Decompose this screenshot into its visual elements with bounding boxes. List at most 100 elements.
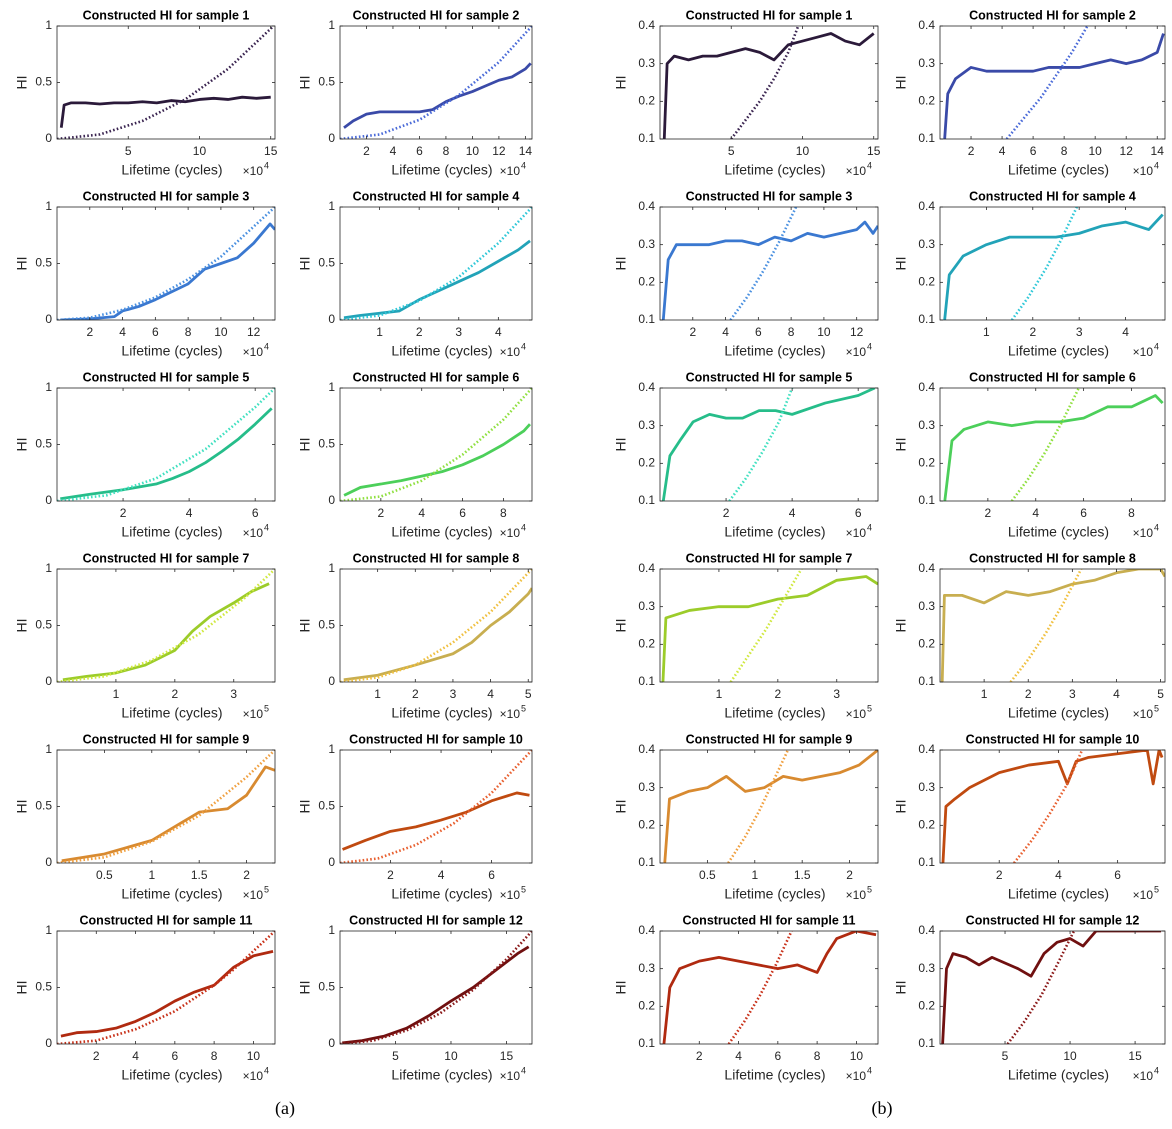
x-tick-label: 6 (1030, 144, 1037, 158)
plot-area (940, 569, 1165, 682)
y-tick-label: 1 (45, 923, 52, 937)
y-tick-label: 1 (45, 380, 52, 394)
x-multiplier-exponent: 4 (264, 341, 269, 351)
axes-frame (659, 25, 879, 140)
hi-line (943, 394, 1164, 501)
trend-line (57, 388, 275, 501)
y-tick-label: 0.3 (918, 56, 935, 70)
plot-area (340, 931, 532, 1044)
x-multiplier: ×10 (500, 707, 521, 721)
x-multiplier: ×10 (243, 164, 264, 178)
subplot: 2 4 6 8 0 0.5 1 Constructed HI for sample 6 Life… (297, 370, 533, 540)
y-axis-label: HI (14, 257, 30, 271)
y-tick-label: 0.5 (318, 256, 335, 270)
x-tick-label: 4 (1032, 506, 1039, 520)
x-tick-label: 6 (774, 1049, 781, 1063)
x-tick-label: 6 (252, 506, 259, 520)
axes-frame (939, 749, 1166, 864)
x-multiplier: ×10 (243, 1069, 264, 1083)
y-axis-label: HI (613, 76, 629, 90)
y-tick-label: 1 (328, 380, 335, 394)
x-multiplier-exponent: 5 (867, 884, 872, 894)
y-tick-label: 0.5 (318, 799, 335, 813)
y-tick-label: 0.2 (638, 94, 655, 108)
x-axis-label: Lifetime (cycles) (391, 705, 492, 721)
x-axis-label: Lifetime (cycles) (121, 343, 222, 359)
chart-title: Constructed HI for sample 7 (83, 551, 250, 565)
x-tick-label: 2 (1025, 687, 1032, 701)
hi-line (662, 32, 875, 139)
hi-line (943, 33, 1165, 139)
y-tick-label: 0.4 (638, 380, 655, 394)
x-axis-label: Lifetime (cycles) (724, 1067, 825, 1083)
hi-line (941, 931, 1162, 1044)
y-axis-label: HI (14, 76, 30, 90)
x-tick-label: 3 (230, 687, 237, 701)
y-axis-label: HI (14, 438, 30, 452)
x-multiplier-exponent: 5 (1154, 884, 1159, 894)
x-tick-label: 2 (243, 868, 250, 882)
hi-line (60, 407, 273, 501)
x-multiplier: ×10 (1133, 1069, 1154, 1083)
x-axis-label: Lifetime (cycles) (724, 705, 825, 721)
hi-line (61, 765, 275, 863)
y-tick-label: 0 (45, 493, 52, 507)
subplot: 2 4 6 8 10 0.1 0.2 0.3 0.4 Constructed HI for sam… (613, 913, 879, 1083)
hi-line (661, 575, 878, 682)
x-multiplier: ×10 (500, 526, 521, 540)
subplot: 5 10 15 0.1 0.2 0.3 0.4 Constructed HI for samp… (893, 913, 1166, 1083)
trend-line (57, 931, 275, 1044)
axes-frame (659, 930, 879, 1045)
x-tick-label: 0.5 (699, 868, 716, 882)
subplot: 2 4 6 8 10 0 0.5 1 Constructed HI for sample 11 L… (14, 913, 276, 1083)
x-multiplier-exponent: 4 (1154, 160, 1159, 170)
y-axis-label: HI (893, 619, 909, 633)
y-tick-label: 0.1 (638, 312, 655, 326)
y-tick-label: 0.4 (918, 561, 935, 575)
x-axis-label: Lifetime (cycles) (1008, 705, 1109, 721)
x-tick-label: 6 (459, 506, 466, 520)
trend-line (727, 931, 793, 1044)
subplot: 0.5 1 1.5 2 0 0.5 1 Constructed HI for sample 9… (14, 732, 276, 902)
x-multiplier: ×10 (846, 345, 867, 359)
y-axis-label: HI (613, 619, 629, 633)
y-tick-label: 0 (45, 855, 52, 869)
x-tick-label: 4 (722, 325, 729, 339)
hi-line (662, 931, 877, 1044)
x-axis-label: Lifetime (cycles) (1008, 343, 1109, 359)
x-axis-label: Lifetime (cycles) (391, 524, 492, 540)
x-tick-label: 1 (716, 687, 723, 701)
y-tick-label: 1 (45, 18, 52, 32)
x-tick-label: 2 (985, 506, 992, 520)
axes-frame (659, 206, 879, 321)
caption: (b) (872, 1098, 893, 1119)
subplot: 2 4 6 0 0.5 1 Constructed HI for sample 10 Life… (297, 732, 533, 902)
x-multiplier-exponent: 4 (1154, 522, 1159, 532)
x-tick-label: 4 (735, 1049, 742, 1063)
y-tick-label: 0.2 (638, 456, 655, 470)
axes-frame (659, 749, 879, 864)
x-tick-label: 10 (214, 325, 228, 339)
x-multiplier: ×10 (846, 888, 867, 902)
x-tick-label: 5 (728, 144, 735, 158)
x-multiplier: ×10 (243, 707, 264, 721)
chart-title: Constructed HI for sample 10 (349, 732, 523, 746)
plot-area (940, 207, 1165, 320)
x-tick-label: 2 (723, 506, 730, 520)
x-axis-label: Lifetime (cycles) (1008, 886, 1109, 902)
y-tick-label: 0.4 (918, 742, 935, 756)
x-multiplier: ×10 (846, 1069, 867, 1083)
x-multiplier: ×10 (1133, 345, 1154, 359)
y-tick-label: 0.4 (638, 561, 655, 575)
x-tick-label: 2 (363, 144, 370, 158)
x-multiplier-exponent: 5 (521, 703, 526, 713)
y-axis-label: HI (14, 800, 30, 814)
hi-line (60, 222, 275, 320)
y-tick-label: 1 (328, 923, 335, 937)
y-tick-label: 0.3 (918, 780, 935, 794)
x-tick-label: 4 (186, 506, 193, 520)
chart-title: Constructed HI for sample 6 (969, 370, 1136, 384)
y-tick-label: 0.4 (918, 380, 935, 394)
plot-area (660, 207, 878, 320)
